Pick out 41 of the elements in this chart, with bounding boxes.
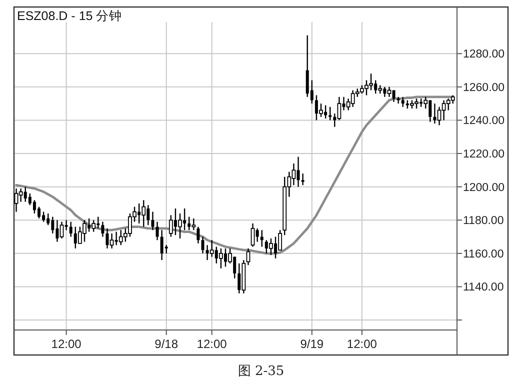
candlestick xyxy=(151,211,154,231)
candlestick xyxy=(210,239,214,258)
chart-title: ESZ08.D - 15 分钟 xyxy=(17,9,122,23)
y-tick-label: 1160.00 xyxy=(463,248,504,260)
candlestick xyxy=(328,106,332,121)
candlestick xyxy=(319,102,323,118)
candlestick xyxy=(92,220,96,232)
y-tick-label: 1240.00 xyxy=(463,115,505,128)
x-tick-label: 12:00 xyxy=(346,337,378,351)
y-tick-label: 1180.00 xyxy=(463,215,504,228)
candlestick xyxy=(201,236,204,254)
candlestick xyxy=(278,230,282,251)
candlestick xyxy=(60,221,64,240)
y-tick-label: 1220.00 xyxy=(463,148,505,161)
candlestick xyxy=(110,232,114,250)
x-tick-label: 9/18 xyxy=(154,337,178,351)
y-tick-label: 1140.00 xyxy=(463,282,504,294)
candlestick xyxy=(156,221,159,241)
candlestick xyxy=(396,96,400,104)
caption: 图 2-35 xyxy=(238,364,284,379)
candlestick xyxy=(69,221,72,238)
candlestick xyxy=(101,221,104,238)
y-tick-label: 1280.00 xyxy=(463,48,505,61)
candlestick xyxy=(269,238,273,256)
x-tick-label: 9/19 xyxy=(300,337,324,351)
candlestick xyxy=(196,226,200,244)
y-tick-label: 1260.00 xyxy=(463,82,505,94)
candlestick xyxy=(18,188,23,202)
candlestick xyxy=(192,218,196,231)
y-tick-label: 1200.00 xyxy=(463,182,505,194)
candlestick xyxy=(260,230,264,248)
x-tick-label: 12:00 xyxy=(51,337,82,351)
candlestick xyxy=(301,172,304,186)
candlestick xyxy=(401,96,404,108)
candlestick xyxy=(142,200,146,228)
x-tick-label: 12:00 xyxy=(196,337,228,351)
candlestick xyxy=(250,222,255,248)
candlestick xyxy=(168,214,173,238)
candlestick xyxy=(337,96,342,121)
candlestick xyxy=(218,248,223,269)
candlestick xyxy=(178,212,182,240)
